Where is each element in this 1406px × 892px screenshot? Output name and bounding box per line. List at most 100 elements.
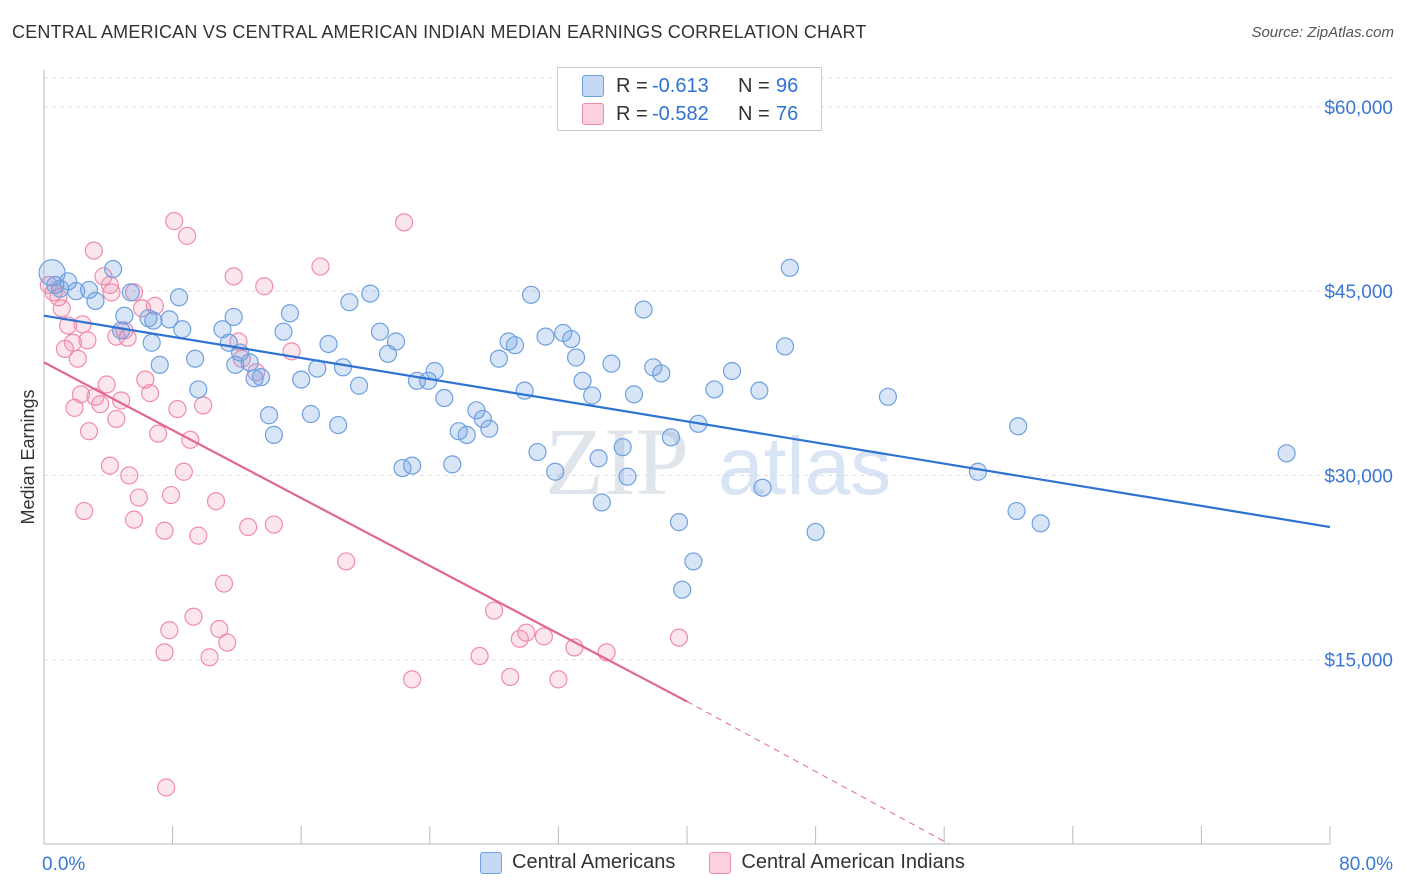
data-point-central-american-indians	[403, 670, 422, 689]
data-point-central-americans	[669, 513, 689, 532]
data-point-central-american-indians	[100, 456, 120, 475]
data-point-central-americans	[566, 348, 586, 367]
data-point-central-american-indians	[160, 621, 179, 640]
data-point-central-american-indians	[517, 623, 536, 642]
data-point-central-american-indians	[210, 619, 229, 639]
series-central-americans	[38, 258, 1296, 599]
data-point-central-american-indians	[501, 667, 520, 687]
data-point-central-americans	[443, 455, 462, 474]
data-point-central-americans	[480, 419, 499, 438]
legend-r-label: R =	[616, 102, 648, 125]
y-tick-label: $45,000	[1324, 282, 1393, 303]
axes	[43, 70, 1331, 845]
data-point-central-americans	[722, 361, 742, 381]
legend-label: Central American Indians	[741, 851, 965, 873]
data-point-central-american-indians	[174, 462, 193, 481]
data-point-central-americans	[251, 368, 271, 387]
data-point-central-americans	[528, 442, 547, 462]
data-point-central-americans	[240, 353, 259, 372]
data-point-central-american-indians	[214, 574, 234, 593]
data-point-central-americans	[705, 380, 724, 399]
data-point-central-americans	[521, 285, 541, 304]
data-point-central-americans	[457, 425, 476, 444]
legend-swatch-blue	[480, 851, 502, 874]
data-point-central-americans	[684, 552, 703, 571]
chart-title: CENTRAL AMERICAN VS CENTRAL AMERICAN IND…	[12, 22, 867, 42]
data-point-central-american-indians	[218, 633, 237, 652]
data-point-central-americans	[806, 522, 825, 542]
data-point-central-americans	[333, 358, 353, 377]
watermark-zip: ZIP	[545, 408, 689, 515]
legend-r-label: R =	[616, 74, 648, 97]
data-point-central-americans	[104, 259, 123, 279]
y-tick-label: $60,000	[1324, 98, 1393, 119]
legend-n-value: 96	[776, 74, 799, 97]
data-point-central-american-indians	[470, 646, 489, 666]
data-point-central-americans	[589, 449, 608, 468]
data-point-central-american-indians	[206, 492, 226, 511]
trend-line-central-american-indians	[43, 361, 688, 703]
data-point-central-americans	[613, 438, 632, 457]
data-point-central-american-indians	[78, 331, 97, 350]
legend-item-central-american-indians: Central American Indians	[709, 851, 965, 874]
data-point-central-americans	[301, 404, 320, 424]
data-point-central-americans	[750, 381, 769, 400]
data-point-central-american-indians	[184, 607, 203, 626]
data-point-central-american-indians	[157, 778, 176, 797]
data-point-central-american-indians	[55, 339, 74, 358]
data-point-central-americans	[370, 322, 390, 341]
watermark: ZIP atlas	[545, 408, 891, 515]
data-point-central-americans	[349, 376, 369, 395]
data-point-central-american-indians	[165, 212, 184, 231]
data-point-central-americans	[505, 336, 525, 355]
data-point-central-americans	[618, 467, 637, 486]
data-point-central-americans	[878, 387, 898, 406]
trend-line-extension	[686, 701, 950, 845]
watermark-atlas: atlas	[718, 421, 891, 512]
data-point-central-americans	[624, 385, 644, 404]
data-point-central-americans	[1031, 514, 1050, 533]
data-point-central-americans	[536, 327, 555, 346]
data-point-central-americans	[425, 361, 444, 381]
data-point-central-american-indians	[669, 628, 689, 647]
data-point-central-american-indians	[91, 395, 110, 414]
tick-labels: $15,000 $30,000 $45,000 $60,000 0.0% 80.0%	[42, 98, 1393, 875]
data-point-central-american-indians	[200, 648, 219, 667]
data-point-central-american-indians	[549, 670, 568, 689]
data-point-central-americans	[329, 415, 348, 435]
legend-row-pink: R = -0.582 N = 76	[582, 100, 798, 128]
data-point-central-americans	[169, 288, 189, 307]
data-point-central-american-indians	[102, 283, 121, 302]
data-point-central-americans	[546, 462, 565, 481]
legend-r-value: -0.582	[652, 102, 709, 125]
data-point-central-americans	[968, 462, 988, 481]
data-point-central-american-indians	[140, 384, 160, 403]
data-point-central-americans	[573, 371, 592, 390]
legend-n-label: N =	[738, 74, 770, 97]
data-point-central-americans	[245, 369, 264, 388]
data-point-central-americans	[115, 306, 134, 325]
data-point-central-americans	[634, 300, 653, 319]
legend-r-value: -0.613	[652, 74, 709, 97]
x-tick-label: 80.0%	[1339, 854, 1393, 875]
data-point-central-american-indians	[149, 424, 168, 443]
data-point-central-americans	[562, 329, 581, 349]
data-point-central-americans	[259, 406, 279, 425]
data-point-central-americans	[280, 304, 300, 323]
data-point-central-american-indians	[168, 399, 187, 419]
data-point-central-americans	[79, 280, 99, 300]
correlation-legend: R = -0.613 N = 96 R = -0.582 N = 76	[557, 67, 822, 131]
data-point-central-american-indians	[177, 226, 197, 245]
data-point-central-americans	[340, 293, 359, 312]
data-point-central-american-indians	[224, 267, 243, 286]
data-point-central-american-indians	[239, 517, 258, 537]
data-point-central-americans	[224, 307, 243, 327]
data-point-central-americans	[319, 334, 338, 354]
data-point-central-americans	[121, 283, 140, 302]
legend-n-value: 76	[776, 102, 799, 125]
trend-lines	[43, 314, 1331, 845]
data-point-central-americans	[1277, 444, 1296, 463]
data-point-central-american-indians	[120, 466, 139, 485]
legend-swatch-blue	[582, 75, 604, 97]
legend-swatch-pink	[709, 851, 732, 874]
